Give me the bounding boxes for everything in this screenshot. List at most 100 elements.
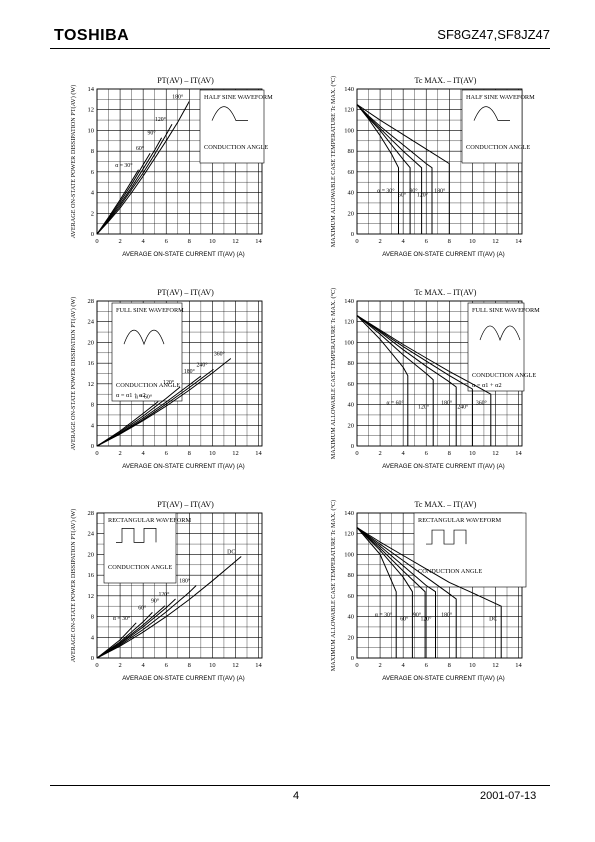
series-label: DC: [489, 617, 497, 623]
series-label: 360°: [476, 400, 488, 407]
x-tick-label: 6: [425, 450, 429, 457]
series-line: [356, 104, 433, 234]
series-line: [356, 315, 473, 446]
y-tick-label: 6: [91, 169, 95, 176]
x-tick-label: 0: [95, 238, 98, 245]
footer-rule: [50, 785, 550, 786]
x-tick-label: 4: [402, 662, 406, 669]
conduction-angle-label: CONDUCTION ANGLE: [204, 144, 268, 151]
legend-box: [467, 302, 525, 392]
waveform-icon: [211, 106, 248, 122]
x-tick-label: 14: [515, 450, 522, 457]
series-line: [96, 152, 151, 235]
conduction-angle-label: CONDUCTION ANGLE: [466, 144, 530, 151]
x-tick-label: 0: [95, 450, 98, 457]
header-rule: [50, 48, 550, 49]
angle-note: α = α1 + α2: [472, 382, 502, 389]
waveform-label: FULL SINE WAVEFORM: [472, 307, 540, 314]
x-tick-label: 14: [255, 238, 262, 245]
series-label: 180°: [184, 368, 196, 375]
waveform-label: FULL SINE WAVEFORM: [116, 307, 184, 314]
x-tick-label: 14: [515, 238, 522, 245]
x-tick-label: 12: [232, 238, 239, 245]
series-label: 180°: [172, 93, 184, 100]
x-axis-label: AVERAGE ON-STATE CURRENT IT(AV) (A): [122, 463, 245, 470]
series-line: [356, 527, 426, 658]
x-tick-label: 4: [142, 450, 146, 457]
toshiba-logo: TOSHIBA: [54, 27, 130, 44]
series-line: [96, 137, 163, 235]
x-tick-label: 8: [188, 238, 191, 245]
legend-box: [461, 89, 523, 164]
chart-title: Tc MAX. – IT(AV): [415, 76, 477, 85]
series-label: 180°: [179, 578, 191, 585]
series-label: 120°: [420, 616, 432, 623]
series-label: 90°: [147, 130, 156, 137]
x-tick-label: 8: [188, 450, 191, 457]
waveform-label: RECTANGULAR WAVEFORM: [108, 517, 191, 524]
x-tick-label: 10: [209, 662, 216, 669]
x-tick-label: 12: [492, 450, 499, 457]
x-tick-label: 10: [469, 238, 476, 245]
legend-box: [413, 512, 527, 588]
series-label: 360°: [214, 350, 226, 357]
x-tick-label: 8: [448, 450, 451, 457]
x-tick-label: 12: [232, 450, 239, 457]
waveform-icon: [123, 329, 165, 346]
y-tick-label: 12: [88, 381, 95, 388]
series-line: [356, 527, 397, 658]
series-line: [96, 386, 181, 447]
y-tick-label: 0: [91, 231, 94, 238]
y-tick-label: 40: [348, 402, 355, 409]
series-line: [96, 101, 190, 235]
series-label: 240°: [197, 361, 209, 368]
series-line: [356, 104, 411, 234]
series-label: 90°: [413, 612, 422, 619]
series-label: 90°: [151, 598, 160, 605]
y-tick-label: 8: [91, 148, 94, 155]
x-axis-label: AVERAGE ON-STATE CURRENT IT(AV) (A): [122, 251, 245, 258]
y-tick-label: 120: [344, 319, 354, 326]
y-tick-label: 60: [348, 169, 355, 176]
x-tick-label: 8: [448, 238, 451, 245]
y-tick-label: 20: [88, 339, 95, 346]
series-line: [96, 585, 197, 659]
x-tick-label: 10: [469, 450, 476, 457]
x-axis-label: AVERAGE ON-STATE CURRENT IT(AV) (A): [382, 463, 505, 470]
y-tick-label: 8: [91, 402, 94, 409]
y-tick-label: 2: [91, 210, 94, 217]
y-tick-label: 4: [91, 190, 95, 197]
x-axis-label: AVERAGE ON-STATE CURRENT IT(AV) (A): [382, 675, 505, 682]
series-line: [356, 315, 492, 446]
x-tick-label: 4: [142, 662, 146, 669]
x-tick-label: 6: [165, 450, 169, 457]
y-tick-label: 140: [344, 86, 354, 93]
y-tick-label: 20: [348, 210, 355, 217]
y-tick-label: 8: [91, 614, 94, 621]
series-label: 120°: [158, 591, 170, 598]
x-tick-label: 4: [142, 238, 146, 245]
y-tick-label: 0: [91, 655, 94, 662]
series-label: 120°: [155, 116, 167, 123]
series-line: [356, 315, 409, 446]
chart-title: PT(AV) – IT(AV): [157, 500, 214, 509]
conduction-angle-label: CONDUCTION ANGLE: [472, 372, 536, 379]
x-tick-label: 10: [209, 450, 216, 457]
series-line: [356, 104, 399, 234]
y-tick-label: 80: [348, 360, 355, 367]
y-axis-label: AVERAGE ON-STATE POWER DISSIPATION PT(AV…: [70, 297, 77, 451]
series-label: 60°: [400, 616, 409, 623]
y-axis-label: MAXIMUM ALLOWABLE CASE TEMPERATURE Tc MA…: [330, 288, 337, 459]
y-tick-label: 60: [348, 381, 355, 388]
series-label: 90°: [409, 188, 418, 195]
chart-1: 0 2 4 6 8 10 12 14 0 2 4 6 8 10 12 14 PT(AV) – IT(AV) AVE…: [70, 76, 273, 258]
y-tick-label: 0: [351, 231, 354, 238]
y-tick-label: 120: [344, 107, 354, 114]
x-tick-label: 2: [118, 450, 121, 457]
y-tick-label: 10: [88, 127, 95, 134]
y-tick-label: 12: [88, 593, 95, 600]
x-tick-label: 6: [165, 238, 169, 245]
series-label: α = 30°: [377, 188, 395, 195]
